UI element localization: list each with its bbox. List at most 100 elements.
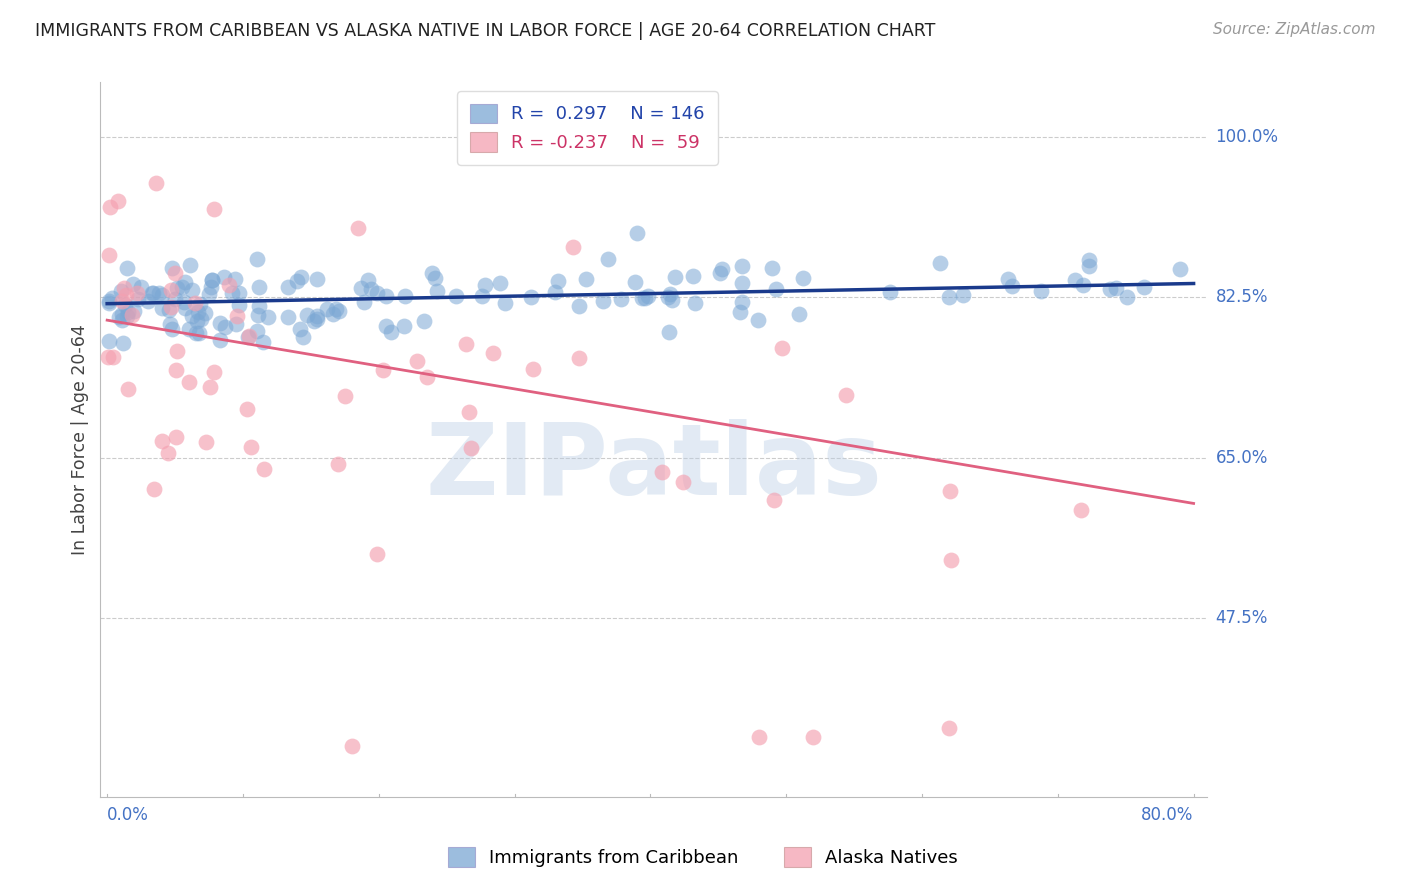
Point [195, 434, 218, 449]
Point [159, 301, 181, 315]
Point [184, 296, 207, 310]
Point [731, 259, 754, 273]
Point [731, 295, 754, 310]
Point [179, 322, 201, 336]
Point [1168, 261, 1191, 276]
Point [939, 484, 962, 499]
Point [637, 289, 659, 303]
Point [108, 310, 131, 324]
Point [544, 285, 567, 299]
Point [711, 261, 734, 276]
Point [1133, 279, 1156, 293]
Point [801, 730, 824, 744]
Point [252, 335, 274, 350]
Point [100, 291, 122, 305]
Point [481, 346, 503, 360]
Point [997, 272, 1019, 286]
Point [200, 280, 222, 294]
Point [247, 299, 270, 313]
Point [173, 295, 195, 310]
Point [160, 260, 183, 275]
Point [295, 308, 318, 322]
Point [157, 446, 180, 460]
Point [938, 721, 960, 735]
Point [709, 266, 731, 280]
Text: 47.5%: 47.5% [1216, 609, 1268, 627]
Point [657, 290, 679, 304]
Point [928, 255, 950, 269]
Point [371, 363, 394, 377]
Point [238, 329, 260, 343]
Point [198, 380, 221, 394]
Point [392, 318, 415, 333]
Point [406, 353, 429, 368]
Point [366, 547, 388, 561]
Point [180, 309, 202, 323]
Point [187, 305, 209, 319]
Point [246, 252, 269, 267]
Point [770, 341, 793, 355]
Point [246, 308, 269, 322]
Point [159, 317, 181, 331]
Point [609, 292, 631, 306]
Point [209, 316, 232, 330]
Point [285, 274, 308, 288]
Point [415, 369, 437, 384]
Point [631, 291, 654, 305]
Point [117, 305, 139, 319]
Point [357, 272, 380, 286]
Point [494, 295, 516, 310]
Point [228, 298, 250, 312]
Point [454, 337, 477, 351]
Point [1115, 290, 1137, 304]
Point [460, 441, 482, 455]
Point [214, 319, 236, 334]
Point [1105, 280, 1128, 294]
Y-axis label: In Labor Force | Age 20-64: In Labor Force | Age 20-64 [72, 324, 89, 555]
Point [277, 310, 299, 324]
Point [127, 292, 149, 306]
Point [115, 261, 138, 276]
Text: 82.5%: 82.5% [1216, 288, 1268, 306]
Text: Source: ZipAtlas.com: Source: ZipAtlas.com [1212, 22, 1375, 37]
Point [952, 287, 974, 301]
Point [302, 314, 325, 328]
Point [277, 280, 299, 294]
Point [325, 301, 347, 316]
Point [111, 307, 134, 321]
Point [731, 276, 754, 290]
Point [172, 280, 194, 294]
Point [166, 281, 188, 295]
Text: 65.0%: 65.0% [1216, 449, 1268, 467]
Point [163, 266, 186, 280]
Point [747, 313, 769, 327]
Point [173, 276, 195, 290]
Point [792, 271, 814, 285]
Point [412, 314, 434, 328]
Point [166, 343, 188, 358]
Point [420, 266, 443, 280]
Point [683, 296, 706, 310]
Point [761, 261, 783, 276]
Point [288, 322, 311, 336]
Point [664, 269, 686, 284]
Point [360, 282, 382, 296]
Point [112, 281, 135, 295]
Point [194, 305, 217, 319]
Point [202, 365, 225, 379]
Point [1029, 284, 1052, 298]
Point [150, 434, 173, 448]
Point [98, 248, 121, 262]
Point [1078, 259, 1101, 273]
Point [221, 286, 243, 301]
Point [122, 277, 145, 291]
Point [141, 285, 163, 300]
Point [292, 330, 315, 344]
Point [143, 483, 166, 497]
Point [179, 258, 201, 272]
Point [322, 307, 344, 321]
Point [110, 284, 132, 298]
Point [568, 351, 591, 366]
Point [762, 493, 785, 508]
Text: IMMIGRANTS FROM CARIBBEAN VS ALASKA NATIVE IN LABOR FORCE | AGE 20-64 CORRELATIO: IMMIGRANTS FROM CARIBBEAN VS ALASKA NATI… [35, 22, 935, 40]
